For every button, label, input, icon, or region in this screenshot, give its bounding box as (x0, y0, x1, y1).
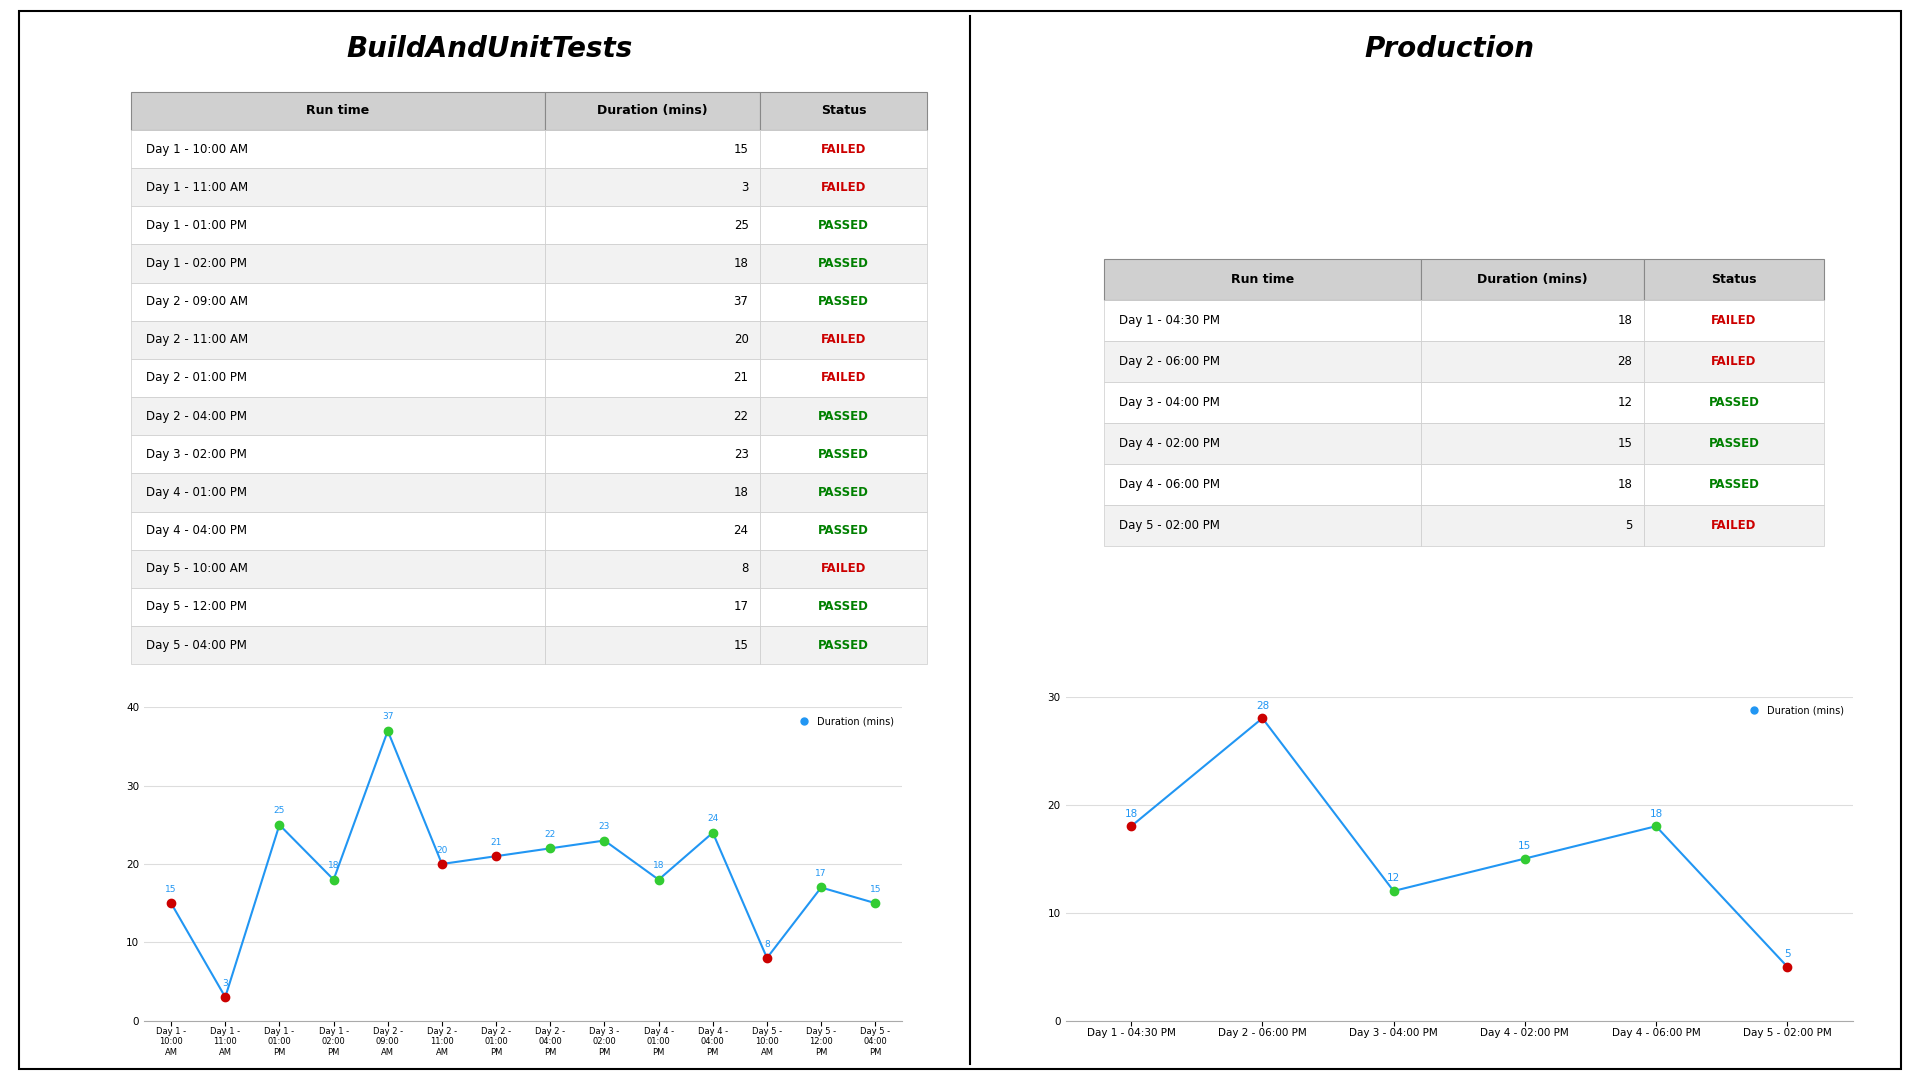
Text: 8: 8 (741, 563, 749, 576)
Text: Day 3 - 04:00 PM: Day 3 - 04:00 PM (1119, 396, 1221, 409)
Text: 21: 21 (490, 838, 501, 847)
Text: 23: 23 (599, 822, 611, 832)
Text: PASSED: PASSED (818, 295, 870, 308)
Text: 25: 25 (733, 219, 749, 232)
Text: 8: 8 (764, 940, 770, 948)
Text: PASSED: PASSED (818, 638, 870, 651)
Text: 17: 17 (733, 600, 749, 613)
Text: Day 4 - 06:00 PM: Day 4 - 06:00 PM (1119, 478, 1221, 491)
Text: Day 4 - 02:00 PM: Day 4 - 02:00 PM (1119, 437, 1221, 450)
Text: 17: 17 (816, 869, 828, 878)
Text: BuildAndUnitTests: BuildAndUnitTests (346, 35, 634, 63)
Text: Day 4 - 01:00 PM: Day 4 - 01:00 PM (146, 486, 248, 499)
Text: PASSED: PASSED (1709, 396, 1759, 409)
Text: Day 2 - 11:00 AM: Day 2 - 11:00 AM (146, 334, 248, 347)
Text: Duration (mins): Duration (mins) (597, 105, 708, 118)
Text: 5: 5 (1624, 519, 1632, 532)
Text: Day 5 - 02:00 PM: Day 5 - 02:00 PM (1119, 519, 1221, 532)
Text: 15: 15 (1619, 437, 1632, 450)
Text: FAILED: FAILED (822, 334, 866, 347)
Text: 15: 15 (733, 143, 749, 156)
Text: 15: 15 (870, 885, 881, 894)
Text: Day 5 - 12:00 PM: Day 5 - 12:00 PM (146, 600, 248, 613)
Text: PASSED: PASSED (818, 219, 870, 232)
Text: FAILED: FAILED (822, 372, 866, 384)
Text: 18: 18 (1649, 809, 1663, 819)
Text: PASSED: PASSED (818, 524, 870, 537)
Text: 18: 18 (653, 861, 664, 870)
Text: Day 1 - 10:00 AM: Day 1 - 10:00 AM (146, 143, 248, 156)
Text: FAILED: FAILED (1711, 314, 1757, 327)
Text: 18: 18 (1619, 478, 1632, 491)
Text: 18: 18 (733, 486, 749, 499)
Text: 3: 3 (223, 978, 228, 988)
Text: 28: 28 (1256, 701, 1269, 711)
Text: Day 2 - 01:00 PM: Day 2 - 01:00 PM (146, 372, 248, 384)
Text: Day 4 - 04:00 PM: Day 4 - 04:00 PM (146, 524, 248, 537)
Text: 12: 12 (1386, 874, 1400, 883)
Text: FAILED: FAILED (1711, 519, 1757, 532)
Text: 22: 22 (733, 409, 749, 422)
Text: FAILED: FAILED (1711, 355, 1757, 368)
Text: 18: 18 (733, 257, 749, 270)
Text: PASSED: PASSED (818, 486, 870, 499)
Text: 22: 22 (545, 829, 557, 839)
Text: 18: 18 (1619, 314, 1632, 327)
Text: 20: 20 (436, 846, 447, 854)
Text: PASSED: PASSED (818, 448, 870, 461)
Text: 24: 24 (733, 524, 749, 537)
Text: 28: 28 (1619, 355, 1632, 368)
Text: 3: 3 (741, 180, 749, 193)
Text: 37: 37 (382, 713, 394, 721)
Text: Day 2 - 09:00 AM: Day 2 - 09:00 AM (146, 295, 248, 308)
Text: PASSED: PASSED (818, 257, 870, 270)
Text: Production: Production (1365, 35, 1534, 63)
Text: FAILED: FAILED (822, 143, 866, 156)
Text: 23: 23 (733, 448, 749, 461)
Text: FAILED: FAILED (822, 180, 866, 193)
Text: Day 1 - 04:30 PM: Day 1 - 04:30 PM (1119, 314, 1221, 327)
Text: 24: 24 (707, 814, 718, 823)
Text: 5: 5 (1784, 949, 1791, 959)
Text: Day 3 - 02:00 PM: Day 3 - 02:00 PM (146, 448, 248, 461)
Text: 21: 21 (733, 372, 749, 384)
Text: PASSED: PASSED (1709, 437, 1759, 450)
Text: 12: 12 (1617, 396, 1632, 409)
Text: Day 1 - 01:00 PM: Day 1 - 01:00 PM (146, 219, 248, 232)
Text: FAILED: FAILED (822, 563, 866, 576)
Text: 15: 15 (733, 638, 749, 651)
Text: 18: 18 (1125, 809, 1139, 819)
Text: Status: Status (822, 105, 866, 118)
Text: Day 5 - 10:00 AM: Day 5 - 10:00 AM (146, 563, 248, 576)
Text: Day 1 - 02:00 PM: Day 1 - 02:00 PM (146, 257, 248, 270)
Text: Day 2 - 06:00 PM: Day 2 - 06:00 PM (1119, 355, 1221, 368)
Text: 18: 18 (328, 861, 340, 870)
Text: PASSED: PASSED (1709, 478, 1759, 491)
Text: Day 1 - 11:00 AM: Day 1 - 11:00 AM (146, 180, 248, 193)
Text: PASSED: PASSED (818, 600, 870, 613)
Text: PASSED: PASSED (818, 409, 870, 422)
Text: Day 5 - 04:00 PM: Day 5 - 04:00 PM (146, 638, 248, 651)
Text: 15: 15 (1519, 841, 1532, 851)
Legend: Duration (mins): Duration (mins) (791, 713, 897, 730)
Text: Run time: Run time (1231, 273, 1294, 286)
Text: 15: 15 (165, 885, 177, 894)
Legend: Duration (mins): Duration (mins) (1741, 702, 1847, 719)
Text: Status: Status (1711, 273, 1757, 286)
Text: 25: 25 (275, 807, 284, 815)
Text: Day 2 - 04:00 PM: Day 2 - 04:00 PM (146, 409, 248, 422)
Text: 37: 37 (733, 295, 749, 308)
Text: 20: 20 (733, 334, 749, 347)
Text: Run time: Run time (305, 105, 369, 118)
Text: Duration (mins): Duration (mins) (1476, 273, 1588, 286)
